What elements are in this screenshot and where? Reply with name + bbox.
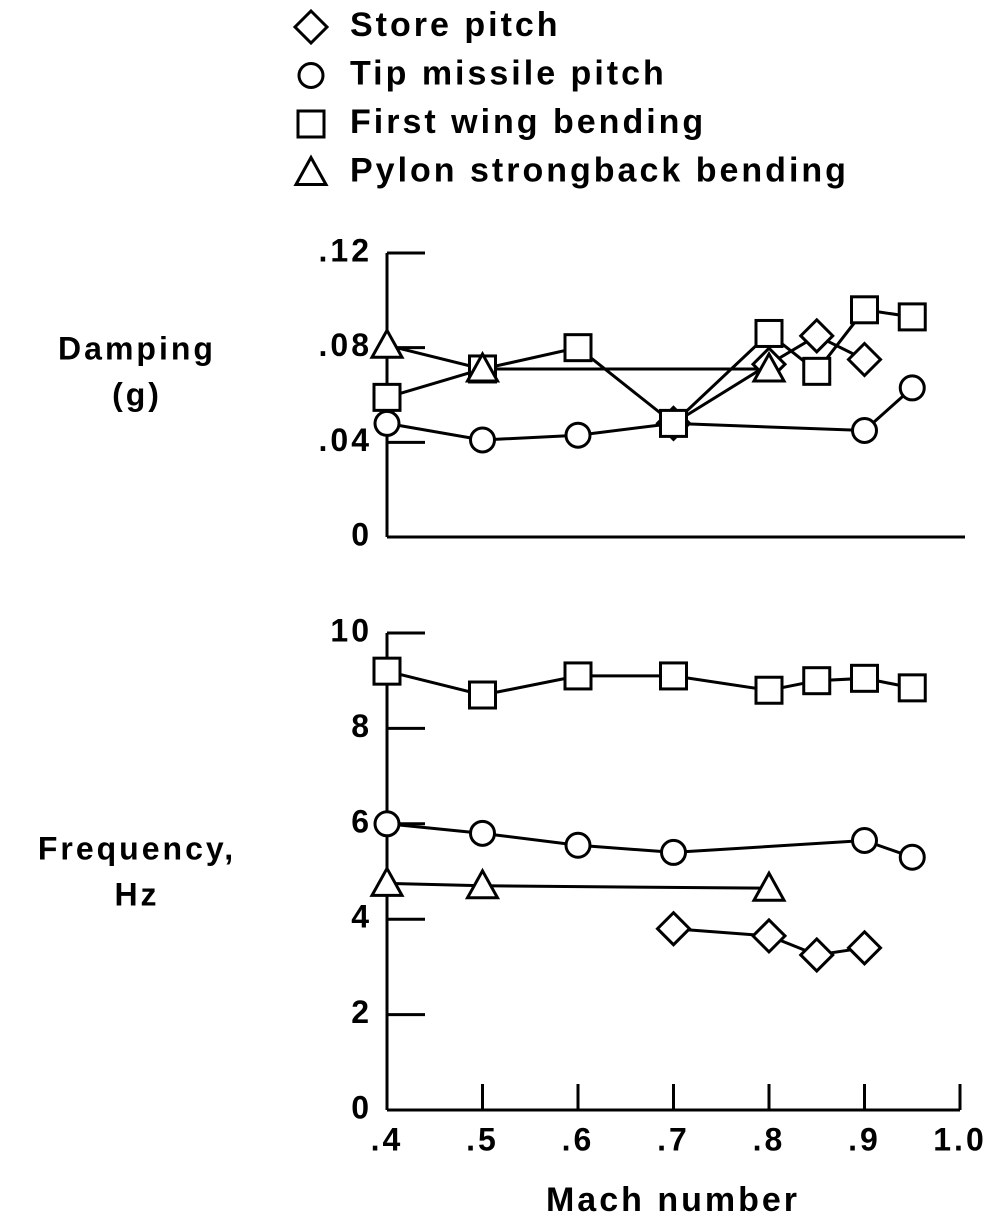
series-line <box>386 822 913 859</box>
y-tick-label: 0 <box>351 1089 372 1125</box>
series-line <box>672 334 866 425</box>
data-point <box>846 929 883 966</box>
data-point <box>851 417 878 444</box>
y-tick-label: 10 <box>330 612 372 648</box>
x-tick-label: .9 <box>848 1121 881 1157</box>
series-line <box>386 386 914 442</box>
x-axis-label: Mach number <box>546 1181 800 1219</box>
data-point <box>802 666 832 696</box>
data-point <box>563 333 593 363</box>
y-tick-label: .04 <box>319 422 372 458</box>
data-point <box>798 317 835 354</box>
x-tick-label: 1.0 <box>933 1121 986 1157</box>
data-point <box>659 408 688 438</box>
series-line <box>386 669 913 697</box>
legend-label: First wing bending <box>350 103 706 141</box>
data-point <box>369 865 405 897</box>
data-point <box>750 917 788 955</box>
data-point <box>751 350 787 383</box>
y-tick-label: .12 <box>319 232 372 268</box>
legend-marker <box>292 8 330 46</box>
data-point <box>464 350 501 383</box>
y-tick-label: 0 <box>351 516 372 552</box>
data-point <box>563 661 593 691</box>
y-tick-label: 4 <box>351 899 372 935</box>
data-point <box>897 673 927 703</box>
data-point <box>754 675 784 705</box>
x-tick-label: .6 <box>562 1121 595 1157</box>
data-point <box>464 867 501 900</box>
y-tick-label: .08 <box>319 327 372 363</box>
data-point <box>802 356 832 386</box>
series-line <box>673 927 865 957</box>
y-tick-label: 6 <box>351 803 372 839</box>
data-point <box>751 870 787 902</box>
data-point <box>373 409 401 437</box>
y-axis-label: (g) <box>112 376 162 412</box>
data-point <box>846 341 883 378</box>
legend-marker <box>296 109 326 139</box>
data-point <box>754 318 784 348</box>
legend-label: Pylon strongback bending <box>350 151 849 189</box>
data-point <box>469 819 496 847</box>
data-point <box>469 426 496 454</box>
data-point <box>897 302 927 332</box>
data-point <box>373 810 401 838</box>
legend-label: Tip missile pitch <box>350 54 667 92</box>
legend-label: Store pitch <box>350 6 561 44</box>
data-point <box>798 936 835 974</box>
data-point <box>898 843 926 871</box>
data-point <box>660 838 687 866</box>
x-tick-label: .7 <box>657 1121 690 1157</box>
data-point <box>655 910 692 947</box>
legend-marker <box>297 62 325 89</box>
data-point <box>850 663 879 693</box>
legend-marker <box>293 154 329 186</box>
data-point <box>898 374 926 402</box>
data-point <box>564 831 592 859</box>
data-point <box>564 421 592 449</box>
data-point <box>369 327 405 359</box>
data-point <box>372 382 402 412</box>
x-tick-label: .8 <box>753 1121 786 1157</box>
y-axis-label: Hz <box>114 876 159 912</box>
x-tick-label: .5 <box>466 1121 499 1157</box>
data-point <box>850 295 879 325</box>
data-point <box>468 680 497 710</box>
y-tick-label: 2 <box>351 994 372 1030</box>
y-axis-label: Frequency, <box>38 830 236 866</box>
data-point <box>851 826 878 854</box>
y-axis-label: Damping <box>58 330 216 366</box>
data-point <box>659 661 688 691</box>
y-tick-label: 8 <box>351 708 372 744</box>
series-line <box>386 308 913 426</box>
data-point <box>372 656 402 686</box>
series-line <box>386 881 770 890</box>
x-tick-label: .4 <box>371 1121 404 1157</box>
